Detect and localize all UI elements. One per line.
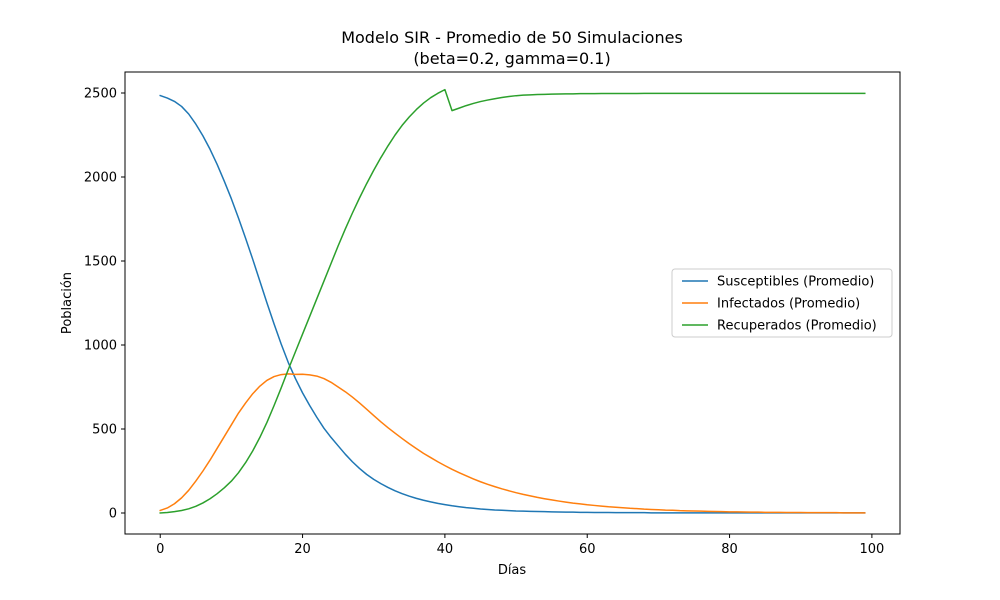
y-tick-label-3: 1500 (84, 255, 117, 270)
chart-subtitle: (beta=0.2, gamma=0.1) (413, 49, 610, 68)
legend: Susceptibles (Promedio) Infectados (Prome… (671, 268, 893, 338)
x-tick-label-4: 80 (721, 542, 738, 557)
x-tick-label-1: 20 (294, 542, 311, 557)
chart-title: Modelo SIR - Promedio de 50 Simulaciones (341, 28, 683, 47)
plot-frame (124, 71, 901, 535)
plot-lines (159, 88, 866, 514)
x-tick-label-0: 0 (156, 542, 164, 557)
series-line-2 (159, 88, 866, 514)
y-tick-label-5: 2500 (84, 87, 117, 102)
legend-box (671, 268, 893, 338)
x-tick-label-3: 60 (579, 542, 596, 557)
series-line-0 (159, 94, 866, 514)
x-axis-label: Días (498, 563, 527, 578)
y-axis-ticks: 0 500 1000 1500 2000 2500 (84, 87, 125, 522)
y-tick-label-4: 2000 (84, 171, 117, 186)
legend-label-0: Susceptibles (Promedio) (717, 275, 874, 290)
y-tick-label-1: 500 (92, 423, 117, 438)
y-tick-label-2: 1000 (84, 339, 117, 354)
legend-label-1: Infectados (Promedio) (717, 297, 860, 312)
y-tick-label-0: 0 (109, 507, 117, 522)
x-tick-label-5: 100 (859, 542, 884, 557)
x-tick-label-2: 40 (437, 542, 454, 557)
x-axis-ticks: 0 20 40 60 80 100 (156, 534, 884, 557)
series-line-1 (159, 373, 866, 514)
y-axis-label: Población (60, 272, 75, 334)
legend-label-2: Recuperados (Promedio) (717, 319, 877, 334)
